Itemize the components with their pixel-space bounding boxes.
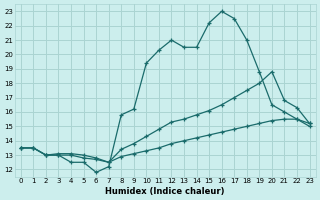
X-axis label: Humidex (Indice chaleur): Humidex (Indice chaleur) xyxy=(106,187,225,196)
